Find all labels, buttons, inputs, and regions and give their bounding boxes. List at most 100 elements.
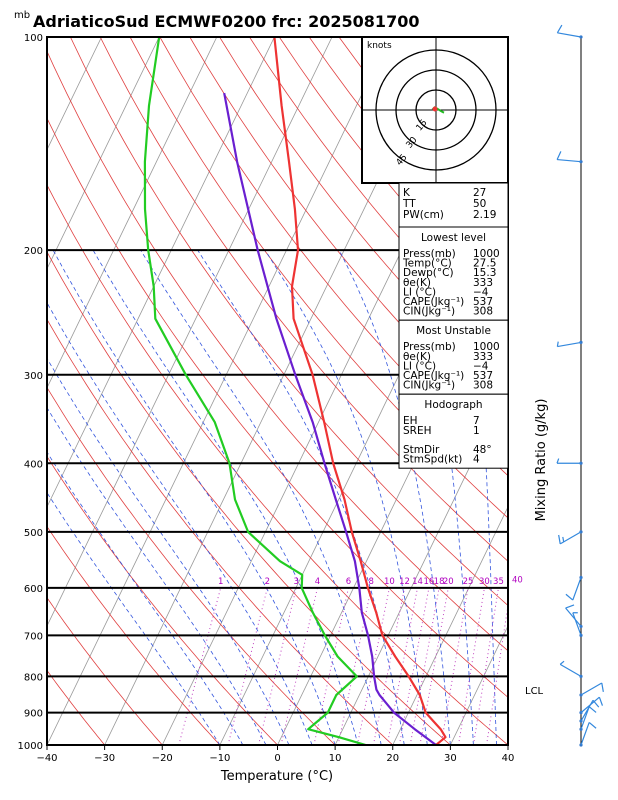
pressure-tick-label: 600 xyxy=(24,584,43,595)
wind-barb-feather xyxy=(565,593,574,601)
dry-adiabat-line xyxy=(47,50,508,652)
index-value: 537 xyxy=(473,370,493,382)
index-label: Dewp(°C) xyxy=(403,267,454,279)
wind-barb-feather xyxy=(592,699,600,708)
index-label: StmDir xyxy=(403,444,440,456)
index-value: 48° xyxy=(473,444,492,456)
mixing-ratio-line xyxy=(440,587,469,745)
wind-barb-feather xyxy=(556,341,559,347)
wind-barb-feather xyxy=(598,696,604,706)
dry-adiabat-line xyxy=(47,318,394,745)
pressure-tick-label: 900 xyxy=(24,709,43,720)
mixing-ratio-label: 10 xyxy=(384,577,395,587)
index-value: 308 xyxy=(473,380,493,392)
hodograph-unit-label: knots xyxy=(367,41,392,51)
isotherm-line xyxy=(392,505,508,745)
wind-barb-feather xyxy=(601,682,604,692)
isotherm-line xyxy=(507,744,508,745)
mixing-ratio-label: 40 xyxy=(512,576,523,586)
mixing-ratio-label: 20 xyxy=(443,577,454,587)
sounding-series xyxy=(143,37,447,745)
indices-section-box xyxy=(398,393,509,469)
mixing-ratio-line xyxy=(472,587,499,745)
index-value: 27.5 xyxy=(473,258,496,270)
pressure-tick-label: 700 xyxy=(24,631,43,642)
mixing-ratio-line xyxy=(372,587,405,745)
temperature-tick-label: −20 xyxy=(152,753,173,764)
wind-barb-staff xyxy=(580,699,594,722)
wind-barb-staff xyxy=(557,158,582,163)
pressure-tick-labels: 1000 900 800 700 600 500 400 300 200 100 xyxy=(18,33,43,752)
index-label: Press(mb) xyxy=(403,248,456,260)
index-value: −4 xyxy=(473,286,489,298)
hodograph-storm-motion-dot xyxy=(432,106,438,112)
index-value: 1000 xyxy=(473,248,500,260)
wind-barb-staff xyxy=(557,341,582,348)
temperature-tick-label: 0 xyxy=(274,753,280,764)
mixing-ratio-label: 16 xyxy=(423,577,434,587)
index-label: LI (°C) xyxy=(403,360,436,372)
pressure-tick-label: 1000 xyxy=(18,741,43,752)
isotherms xyxy=(47,37,508,745)
indices-section-box xyxy=(398,226,509,321)
temperature-tick-label: −30 xyxy=(94,753,115,764)
mixing-ratio-line xyxy=(280,587,318,745)
isotherm-line xyxy=(47,37,102,151)
index-value: 27 xyxy=(473,187,486,199)
moist-adiabat-line xyxy=(47,451,244,745)
moist-adiabat-line xyxy=(52,249,336,745)
temperature-tick-label: 10 xyxy=(329,753,342,764)
moist-adiabat-line xyxy=(47,406,267,745)
index-value: 1 xyxy=(473,425,480,437)
isotherm-line xyxy=(47,37,333,627)
indices-section-box xyxy=(398,319,509,395)
index-label: SREH xyxy=(403,425,432,437)
index-value: 308 xyxy=(473,306,493,318)
mixing-ratio-label: 6 xyxy=(346,577,351,587)
index-label: K xyxy=(403,187,411,199)
index-value: 1000 xyxy=(473,341,500,353)
mixing-ratio-line xyxy=(178,587,222,745)
dry-adiabat-line xyxy=(47,386,336,745)
chart-title: AdriaticoSud ECMWF0200 frc: 2025081700 xyxy=(33,12,419,31)
mixing-ratio-label: 14 xyxy=(412,577,423,587)
moist-adiabat-line xyxy=(197,249,405,745)
index-value: 50 xyxy=(473,198,486,210)
pressure-tick-label: 300 xyxy=(24,371,43,382)
wind-barb-staff xyxy=(580,706,590,730)
index-label: CIN(Jkg⁻¹) xyxy=(403,306,455,318)
indices-top-box xyxy=(398,182,509,228)
index-value: −4 xyxy=(473,360,489,372)
mixing-ratio-label: 12 xyxy=(399,577,410,587)
pressure-tick-label: 500 xyxy=(24,528,43,539)
moist-adiabat-line xyxy=(47,492,221,745)
index-label: CAPE(Jkg⁻¹) xyxy=(403,296,464,308)
mixing-ratio-line xyxy=(258,587,297,745)
wind-barb-feather xyxy=(556,24,563,34)
dry-adiabat-line xyxy=(99,37,508,562)
mixing-ratio-label: 30 xyxy=(479,577,490,587)
wind-barb-feather xyxy=(556,151,562,160)
temperature-tick-label: −40 xyxy=(36,753,57,764)
mixing-ratio-label: 3 xyxy=(293,577,298,587)
wind-barb-staff xyxy=(559,663,582,677)
wind-barb-staff xyxy=(572,612,582,636)
index-label: StmSpd(kt) xyxy=(403,454,462,466)
mixing-ratio-lines xyxy=(178,587,508,745)
index-label: PW(cm) xyxy=(403,209,444,221)
indices-section-title: Hodograph xyxy=(424,399,482,411)
temperature-tick-label: −10 xyxy=(209,753,230,764)
wind-barb-feather xyxy=(559,660,565,665)
mixing-ratio-label: 8 xyxy=(369,577,374,587)
index-label: θe(K) xyxy=(403,351,431,363)
moist-adiabat-line xyxy=(338,249,451,745)
temperature-tick-label: 20 xyxy=(386,753,399,764)
dry-adiabat-line xyxy=(70,37,508,607)
mixing-ratio-label: 18 xyxy=(434,577,445,587)
dry-adiabat-line xyxy=(129,37,508,519)
index-value: 333 xyxy=(473,351,493,363)
dry-adiabats xyxy=(47,37,508,745)
